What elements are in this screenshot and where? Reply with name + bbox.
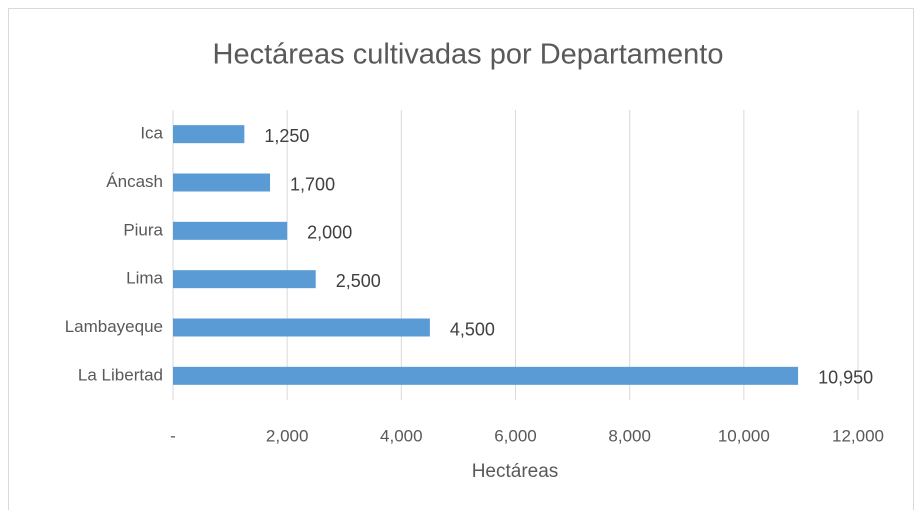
value-label: 4,500: [450, 319, 495, 339]
x-axis-title: Hectáreas: [472, 461, 559, 482]
y-tick-label: La Libertad: [78, 365, 163, 384]
x-tick-label: -: [170, 426, 176, 445]
chart-title: Hectáreas cultivadas por Departamento: [213, 39, 724, 71]
y-tick-label: Áncash: [106, 172, 163, 191]
bar: [173, 173, 271, 192]
bar: [173, 270, 316, 289]
y-tick-label: Lambayeque: [65, 317, 163, 336]
value-label: 2,500: [336, 271, 381, 291]
x-tick-label: 6,000: [494, 426, 537, 445]
bar: [173, 125, 245, 144]
x-tick-label: 2,000: [266, 426, 309, 445]
value-label: 2,000: [307, 223, 352, 243]
value-label: 1,250: [264, 126, 309, 146]
value-label: 1,700: [290, 174, 335, 194]
value-label: 10,950: [818, 368, 873, 388]
x-tick-label: 8,000: [608, 426, 651, 445]
x-tick-label: 4,000: [380, 426, 423, 445]
bar: [173, 366, 799, 385]
y-tick-label: Piura: [123, 220, 163, 239]
x-tick-label: 10,000: [718, 426, 770, 445]
y-tick-label: Lima: [126, 269, 163, 288]
bar: [173, 221, 288, 240]
bar: [173, 318, 430, 337]
x-tick-label: 12,000: [832, 426, 884, 445]
y-tick-label: Ica: [140, 124, 163, 143]
chart-frame: [8, 8, 914, 510]
